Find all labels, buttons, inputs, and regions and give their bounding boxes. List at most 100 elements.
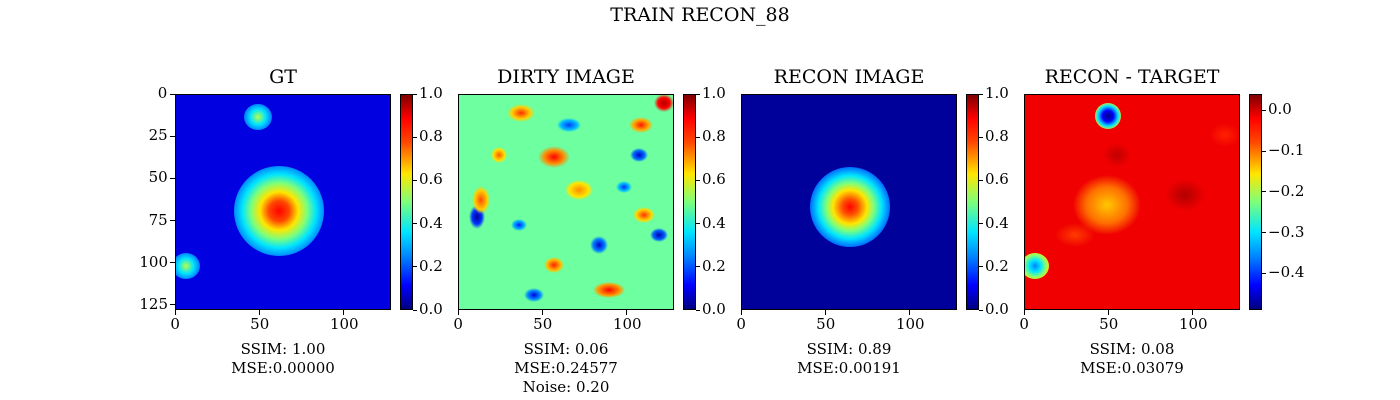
colorbar-tick-label: 0.6 [419,170,443,189]
caption-dirty: SSIM: 0.06 MSE:0.24577 Noise: 0.20 [458,340,674,397]
colorbar-tick-mark [1262,191,1266,193]
x-tick-label: 50 [816,315,836,333]
colorbar-tick-mark [696,266,700,268]
colorbar-tick-mark [696,179,700,181]
panel-title-diff: RECON - TARGET [1044,66,1220,88]
x-tick-mark [343,310,345,315]
x-tick-label: 0 [170,315,180,333]
y-tick-label: 0 [157,84,168,102]
colorbar-tick-label: 1.0 [702,84,726,102]
colorbar-tick-label: 0.8 [702,127,726,146]
colorbar-tick-mark [979,179,983,181]
y-tick-label: 125 [139,294,169,313]
colorbar-tick-mark [696,136,700,138]
x-tick-mark [824,310,826,315]
recon-source [810,167,890,247]
x-tick-label: 0 [736,315,746,333]
x-tick-mark [1192,310,1194,315]
colorbar-tick-label: 0.6 [985,170,1009,189]
diff-feature-top [1095,103,1121,129]
colorbar-tick-label: 0.2 [985,256,1009,275]
y-tick-mark [170,135,175,137]
colorbar-tick-label: 0.4 [702,213,726,232]
x-tick-label: 50 [533,315,553,333]
figure-suptitle: TRAIN RECON_88 [610,4,790,26]
x-tick-label: 0 [1019,315,1029,333]
caption-dirty-mse: MSE:0.24577 [514,359,618,377]
caption-gt: SSIM: 1.00 MSE:0.00000 [175,340,391,378]
x-tick-mark [457,310,459,315]
colorbar-tick-label: −0.4 [1268,263,1305,282]
caption-diff-mse: MSE:0.03079 [1080,359,1184,377]
colorbar-tick-mark [1262,109,1266,111]
y-tick-mark [170,304,175,306]
x-tick-mark [740,310,742,315]
colorbar-tick-label: 0.4 [985,213,1009,232]
y-tick-mark [170,177,175,179]
x-tick-mark [258,310,260,315]
colorbar-tick-mark [696,93,700,95]
panel-title-dirty: DIRTY IMAGE [497,66,635,88]
colorbar-tick-label: 0.0 [419,300,443,318]
colorbar-tick-label: 0.4 [419,213,443,232]
colorbar-tick-mark [1262,272,1266,274]
colorbar-tick-label: 0.2 [702,256,726,275]
x-tick-label: 0 [453,315,463,333]
colorbar-tick-mark [1262,150,1266,152]
caption-gt-mse: MSE:0.00000 [231,359,335,377]
x-tick-label: 100 [612,315,642,333]
colorbar-tick-label: 0.8 [985,127,1009,146]
colorbar-tick-mark [413,179,417,181]
colorbar-tick-label: 0.0 [702,300,726,318]
colorbar-tick-mark [979,309,983,311]
colorbar-tick-label: 0.6 [702,170,726,189]
x-tick-label: 50 [1099,315,1119,333]
y-tick-label: 25 [148,126,168,145]
colorbar-tick-label: 1.0 [985,84,1009,102]
colorbar-tick-mark [413,266,417,268]
y-tick-label: 75 [148,210,168,229]
colorbar-tick-mark [979,266,983,268]
caption-gt-ssim: SSIM: 1.00 [240,340,326,358]
colorbar-tick-mark [979,93,983,95]
caption-recon-mse: MSE:0.00191 [797,359,901,377]
x-tick-mark [909,310,911,315]
colorbar-dirty [683,94,696,310]
gt-source-small-top [244,104,272,130]
colorbar-tick-label: −0.2 [1268,181,1305,200]
colorbar-diff [1249,94,1262,310]
y-tick-mark [170,220,175,222]
caption-recon: SSIM: 0.89 MSE:0.00191 [741,340,957,378]
x-tick-mark [174,310,176,315]
panel-title-gt: GT [269,66,297,88]
colorbar-tick-mark [413,93,417,95]
x-tick-mark [1023,310,1025,315]
diff-feature-left [1025,253,1049,279]
caption-dirty-noise: Noise: 0.20 [522,378,610,396]
y-tick-label: 50 [148,168,168,187]
y-tick-mark [170,93,175,95]
heatmap-diff [1024,94,1240,310]
heatmap-dirty [458,94,674,310]
caption-dirty-ssim: SSIM: 0.06 [523,340,609,358]
colorbar-tick-mark [979,223,983,225]
colorbar-tick-mark [1262,232,1266,234]
gt-halo [234,166,324,256]
y-tick-label: 100 [139,252,169,271]
x-tick-mark [541,310,543,315]
colorbar-tick-mark [696,309,700,311]
colorbar-recon [966,94,979,310]
colorbar-gt [400,94,413,310]
colorbar-tick-mark [413,136,417,138]
caption-recon-ssim: SSIM: 0.89 [806,340,892,358]
colorbar-tick-mark [979,136,983,138]
colorbar-tick-label: 1.0 [419,84,443,102]
colorbar-tick-mark [696,223,700,225]
x-tick-mark [1107,310,1109,315]
y-tick-mark [170,262,175,264]
x-tick-mark [626,310,628,315]
colorbar-tick-label: 0.2 [419,256,443,275]
caption-diff: SSIM: 0.08 MSE:0.03079 [1024,340,1240,378]
colorbar-tick-mark [413,309,417,311]
x-tick-label: 50 [250,315,270,333]
